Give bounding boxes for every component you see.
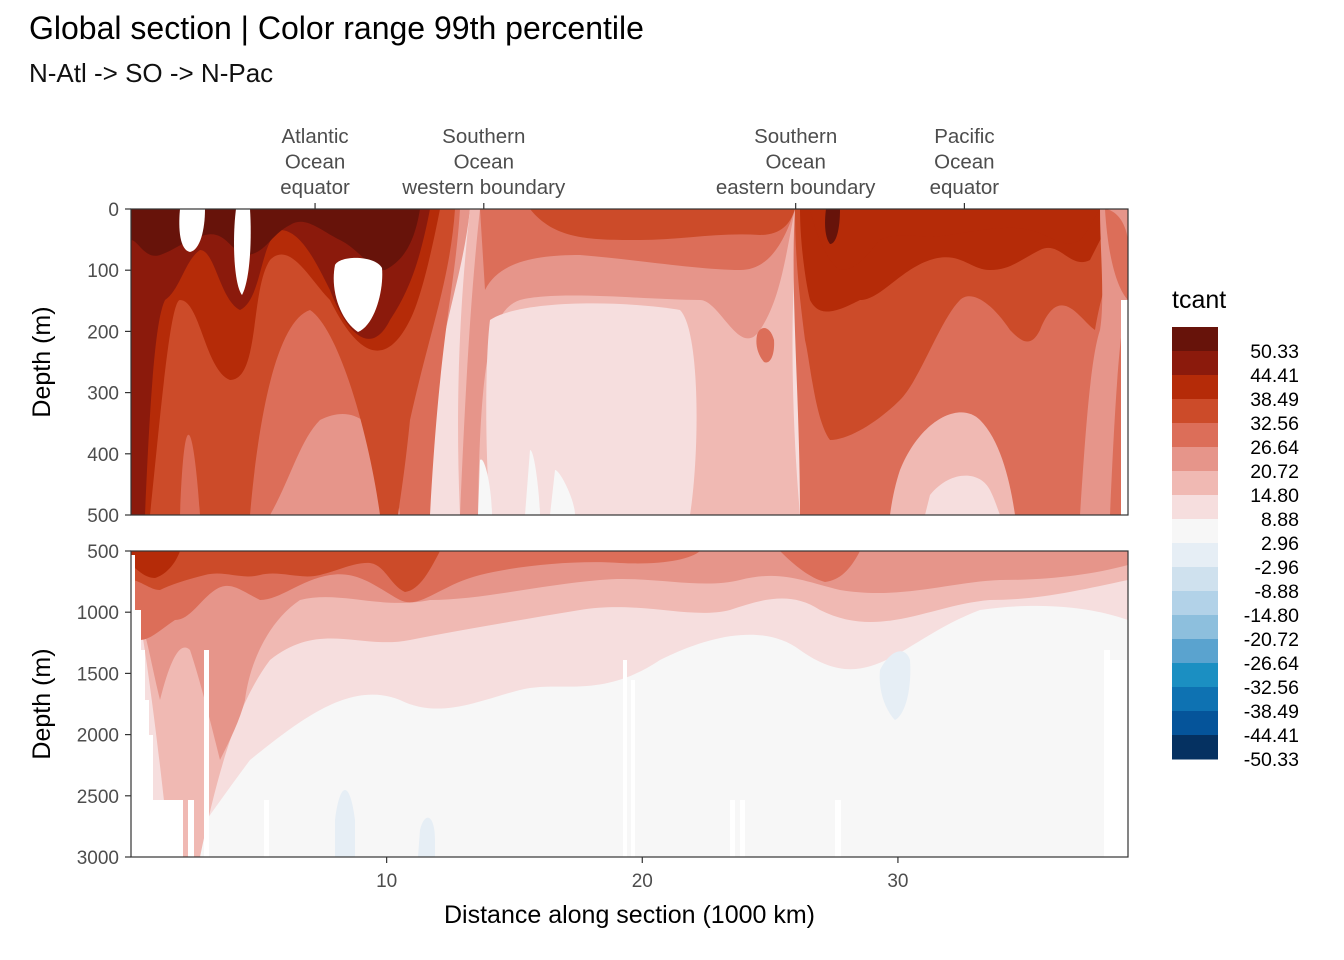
legend-swatch [1172,639,1218,664]
x-tick-label: 30 [887,871,908,892]
y-tick-label: 400 [87,445,119,466]
chart-subtitle: N-Atl -> SO -> N-Pac [29,58,274,88]
legend-label: -50.33 [1244,749,1299,771]
legend-swatch [1172,495,1218,520]
y-axis-label: Depth (m) [28,306,56,417]
legend-swatch [1172,615,1218,640]
legend-swatch [1172,327,1218,352]
legend-label: -14.80 [1244,605,1299,627]
top-annotation-label: eastern boundary [716,176,876,199]
legend-label: 32.56 [1250,413,1299,435]
legend-label: 50.33 [1250,341,1299,363]
y-tick-label: 300 [87,384,119,405]
legend-label: 2.96 [1261,533,1299,555]
y-tick-label: 3000 [77,848,119,869]
legend-swatch [1172,519,1218,544]
y-tick-label: 500 [87,506,119,527]
legend-label: 8.88 [1261,509,1299,531]
top-annotation-label: Pacific [934,125,994,148]
legend-label: -26.64 [1244,653,1299,675]
y-tick-label: 100 [87,261,119,282]
y-axis-label: Depth (m) [28,648,56,759]
legend-label: 38.49 [1250,389,1299,411]
legend-label: 14.80 [1250,485,1299,507]
top-annotation-label: Atlantic [281,125,348,148]
legend-swatch [1172,543,1218,568]
legend-swatch [1172,711,1218,736]
y-tick-label: 200 [87,322,119,343]
legend-title: tcant [1172,286,1226,314]
chart-title: Global section | Color range 99th percen… [29,10,644,46]
legend-swatch [1172,591,1218,616]
legend-swatch [1172,375,1218,400]
legend-swatch [1172,663,1218,688]
top-annotation-label: Ocean [934,151,994,174]
legend-label: -44.41 [1244,725,1299,747]
x-axis-label: Distance along section (1000 km) [444,901,815,929]
legend-swatch [1172,735,1218,760]
y-tick-label: 2000 [77,726,119,747]
lower-panel-border [130,550,1129,858]
top-annotation-label: Southern [442,125,525,148]
legend-label: 26.64 [1250,437,1299,459]
legend-label: 20.72 [1250,461,1299,483]
x-tick-label: 10 [376,871,397,892]
top-annotation-label: equator [930,176,1000,199]
top-annotation-label: western boundary [401,176,566,199]
y-tick-label: 1500 [77,664,119,685]
legend-label: 44.41 [1250,365,1299,387]
legend-swatch [1172,471,1218,496]
legend-label: -32.56 [1244,677,1299,699]
legend-swatch [1172,687,1218,712]
legend-swatch [1172,351,1218,376]
top-annotation-label: Ocean [285,151,345,174]
y-tick-label: 1000 [77,603,119,624]
top-annotation-label: Southern [754,125,837,148]
legend-swatch [1172,399,1218,424]
legend-swatch [1172,423,1218,448]
top-annotation-label: Ocean [765,151,825,174]
lower-panel-field [131,551,1128,857]
legend-swatch [1172,567,1218,592]
top-annotation-label: equator [280,176,350,199]
upper-panel-border [130,208,1129,516]
legend-label: -38.49 [1244,701,1299,723]
y-tick-label: 0 [108,200,119,221]
legend-label: -8.88 [1255,581,1299,603]
legend-swatch [1172,447,1218,472]
upper-panel-field [131,209,1128,515]
y-tick-label: 2500 [77,787,119,808]
y-tick-label: 500 [87,542,119,563]
legend-label: -20.72 [1244,629,1299,651]
x-tick-label: 20 [632,871,653,892]
top-annotation-label: Ocean [454,151,514,174]
legend-label: -2.96 [1255,557,1299,579]
